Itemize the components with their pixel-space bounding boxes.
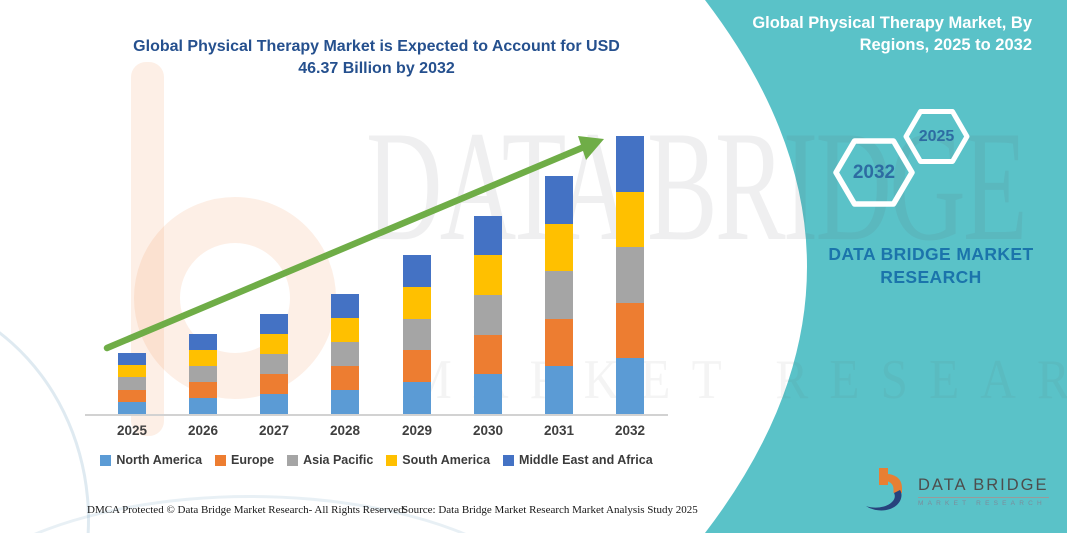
hexagon-2032-outline-icon (833, 138, 915, 207)
bar-segment-north-america (189, 398, 217, 414)
bar-segment-north-america (331, 390, 359, 414)
bar-segment-europe (118, 389, 146, 402)
legend-item-europe: Europe (215, 453, 274, 467)
bar-segment-middle-east-and-africa (474, 215, 502, 256)
bar-segment-asia-pacific (331, 342, 359, 366)
legend-item-middle-east-and-africa: Middle East and Africa (503, 453, 653, 467)
bar-segment-south-america (189, 350, 217, 366)
bar-segment-middle-east-and-africa (331, 293, 359, 318)
bar-segment-south-america (545, 223, 573, 272)
x-axis-label-2026: 2026 (187, 423, 219, 438)
logo-divider (918, 496, 1049, 498)
bar-segment-asia-pacific (403, 318, 431, 351)
legend-item-asia-pacific: Asia Pacific (287, 453, 373, 467)
footer-source: Source: Data Bridge Market Research Mark… (402, 504, 698, 516)
panel-title-line2: Regions, 2025 to 2032 (859, 36, 1032, 54)
bar-2026 (189, 334, 217, 414)
bar-segment-asia-pacific (474, 294, 502, 335)
legend-item-south-america: South America (386, 453, 490, 467)
bar-segment-south-america (260, 334, 288, 354)
x-axis-label-2030: 2030 (472, 423, 504, 438)
bar-segment-south-america (474, 255, 502, 295)
bar-2028 (331, 293, 359, 414)
bar-segment-south-america (118, 365, 146, 378)
x-axis-label-2027: 2027 (258, 423, 290, 438)
bar-segment-asia-pacific (545, 271, 573, 319)
footer-copyright: DMCA Protected © Data Bridge Market Rese… (87, 504, 407, 516)
bar-2032 (616, 135, 644, 414)
logo-title: DATA BRIDGE (918, 475, 1049, 494)
bar-segment-north-america (545, 366, 573, 414)
bar-segment-middle-east-and-africa (260, 314, 288, 334)
x-axis-label-2025: 2025 (116, 423, 148, 438)
x-axis-line (85, 414, 668, 416)
legend-label: Asia Pacific (303, 453, 374, 467)
hexagon-2032-label: 2032 (852, 161, 896, 183)
legend-item-north-america: North America (100, 453, 202, 467)
bar-segment-south-america (403, 286, 431, 319)
bar-segment-europe (616, 302, 644, 359)
dbmr-logo-mark-icon (866, 468, 902, 511)
bar-segment-middle-east-and-africa (189, 334, 217, 350)
bar-segment-north-america (260, 394, 288, 414)
x-axis-label-2032: 2032 (614, 423, 646, 438)
x-axis-label-2028: 2028 (329, 423, 361, 438)
bar-segment-asia-pacific (616, 247, 644, 303)
bar-segment-middle-east-and-africa (118, 352, 146, 366)
bar-2031 (545, 176, 573, 414)
bar-segment-south-america (331, 317, 359, 342)
dbmr-logo: DATA BRIDGE MARKET RESEARCH (862, 466, 1049, 516)
legend-label: North America (116, 453, 203, 467)
hexagon-2025-outline-icon (903, 109, 970, 164)
chart-title-line1: Global Physical Therapy Market is Expect… (133, 38, 620, 55)
bar-segment-north-america (616, 358, 644, 414)
bar-segment-europe (189, 382, 217, 398)
bar-segment-europe (545, 318, 573, 367)
bar-segment-middle-east-and-africa (616, 135, 644, 192)
bar-segment-middle-east-and-africa (545, 176, 573, 224)
legend-swatch-icon (503, 454, 515, 466)
bar-segment-asia-pacific (189, 366, 217, 382)
bar-segment-europe (403, 350, 431, 383)
bar-segment-south-america (616, 191, 644, 248)
legend-label: Europe (231, 453, 275, 467)
legend-label: Middle East and Africa (519, 453, 653, 467)
hexagon-2025: 2025 (903, 108, 970, 165)
bar-segment-europe (331, 366, 359, 390)
bar-2030 (474, 215, 502, 414)
bar-segment-asia-pacific (118, 377, 146, 390)
legend-swatch-icon (215, 454, 227, 466)
brand-text: DATA BRIDGE MARKET RESEARCH (800, 243, 1062, 289)
legend-swatch-icon (100, 454, 112, 466)
chart-title-line2: 46.37 Billion by 2032 (298, 60, 455, 77)
x-axis-label-2031: 2031 (543, 423, 575, 438)
bar-segment-north-america (474, 374, 502, 414)
bar-2025 (118, 352, 146, 414)
chart-title: Global Physical Therapy Market is Expect… (85, 36, 668, 80)
bar-segment-middle-east-and-africa (403, 254, 431, 287)
bar-2027 (260, 314, 288, 414)
panel-title: Global Physical Therapy Market, By Regio… (702, 12, 1032, 56)
x-axis-label-2029: 2029 (401, 423, 433, 438)
legend-label: South America (402, 453, 491, 467)
brand-text-line2: RESEARCH (880, 267, 982, 287)
legend-swatch-icon (287, 454, 299, 466)
chart-legend: North America Europe Asia Pacific South Ame… (85, 453, 668, 467)
bar-segment-north-america (118, 401, 146, 414)
bar-segment-europe (474, 334, 502, 375)
logo-subtitle: MARKET RESEARCH (918, 499, 1046, 507)
legend-swatch-icon (386, 454, 398, 466)
hexagon-2032: 2032 (833, 137, 915, 208)
bar-2029 (403, 254, 431, 414)
brand-text-line1: DATA BRIDGE MARKET (828, 244, 1034, 264)
bar-segment-north-america (403, 382, 431, 414)
bar-segment-asia-pacific (260, 354, 288, 374)
panel-title-line1: Global Physical Therapy Market, By (752, 14, 1032, 32)
bar-segment-europe (260, 374, 288, 394)
hexagon-2025-label: 2025 (918, 127, 955, 145)
